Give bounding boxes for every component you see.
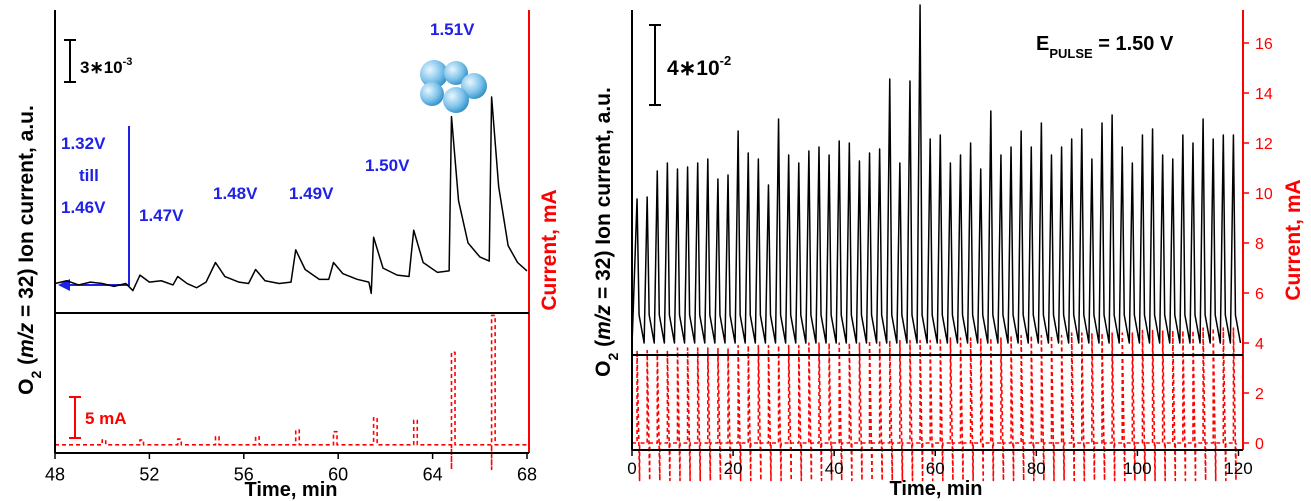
y2-tick-label: 12 — [1255, 136, 1273, 153]
range-arrow — [66, 126, 130, 286]
annotation: 1.51V — [430, 20, 475, 39]
y-axis-label: O2 (m/z = 32) Ion current, a.u. — [15, 105, 44, 395]
label-part: O — [592, 360, 615, 376]
current-trace — [55, 314, 527, 471]
label-part: 2 — [28, 370, 44, 378]
annotation: 1.49V — [289, 184, 334, 203]
x-tick-label: 56 — [234, 464, 254, 484]
ion-trace — [54, 96, 528, 295]
label-part: 3∗10 — [80, 58, 123, 77]
label-part: = 1.50 V — [1093, 33, 1174, 55]
x-tick-label: 52 — [139, 464, 159, 484]
x-tick-label: 60 — [926, 459, 945, 478]
y2-axis-label: Current, mA — [538, 189, 561, 310]
x-tick-label: 100 — [1123, 459, 1151, 478]
y2-tick-label: 0 — [1255, 436, 1264, 453]
x-tick-label: 60 — [328, 464, 348, 484]
x-axis-label: Time, min — [245, 479, 338, 501]
x-tick-label: 64 — [423, 464, 443, 484]
annotation: till — [79, 166, 99, 185]
x-axis-label: Time, min — [890, 478, 983, 500]
label-part: m/z — [15, 322, 38, 358]
current-scale-label: 5 mA — [85, 409, 127, 428]
x-tick-label: 68 — [517, 464, 537, 484]
label-part: E — [1036, 33, 1049, 55]
y2-tick-label: 4 — [1255, 336, 1264, 353]
x-tick-label: 0 — [627, 459, 636, 478]
pulse-label: EPULSE = 1.50 V — [1036, 33, 1174, 61]
annotation: 1.32V — [61, 134, 106, 153]
annotation: 1.47V — [139, 206, 184, 225]
y2-tick-label: 2 — [1255, 386, 1264, 403]
label-part: PULSE — [1049, 46, 1093, 61]
arrow-head — [58, 279, 70, 291]
current-scale-bar — [69, 396, 81, 439]
label-part: -3 — [123, 56, 133, 68]
label-part: 2 — [605, 352, 621, 360]
scale-label: 3∗10-3 — [80, 56, 132, 77]
y2-tick-label: 14 — [1255, 86, 1273, 103]
label-part: = 32) Ion current, a.u. — [15, 105, 38, 323]
label-part: ( — [592, 340, 615, 353]
x-tick-label: 40 — [825, 459, 844, 478]
x-tick-label: 120 — [1224, 459, 1252, 478]
label-part: 4∗10 — [667, 57, 720, 80]
scale-bar — [64, 39, 76, 83]
label-part: -2 — [720, 53, 732, 68]
x-tick-label: 48 — [45, 464, 65, 484]
scale-bar — [649, 24, 661, 106]
y2-tick-label: 8 — [1255, 236, 1264, 253]
y2-tick-label: 6 — [1255, 286, 1264, 303]
annotation: 1.48V — [213, 184, 258, 203]
y-axis-label: O2 (m/z = 32) Ion current, a.u. — [592, 87, 621, 377]
x-tick-label: 20 — [724, 459, 743, 478]
y2-tick-label: 10 — [1255, 186, 1273, 203]
y2-axis-label: Current, mA — [1282, 179, 1305, 300]
annotation: 1.46V — [61, 198, 106, 217]
x-tick-label: 80 — [1027, 459, 1046, 478]
label-part: = 32) Ion current, a.u. — [592, 87, 615, 305]
ion-trace — [631, 4, 1242, 346]
y2-tick-label: 16 — [1255, 36, 1273, 53]
bubbles-icon — [420, 60, 487, 113]
label-part: ( — [15, 358, 38, 371]
annotation: 1.50V — [365, 156, 410, 175]
scale-label: 4∗10-2 — [667, 53, 731, 80]
label-part: m/z — [592, 304, 615, 340]
label-part: O — [15, 378, 38, 394]
current-trace — [632, 327, 1237, 482]
